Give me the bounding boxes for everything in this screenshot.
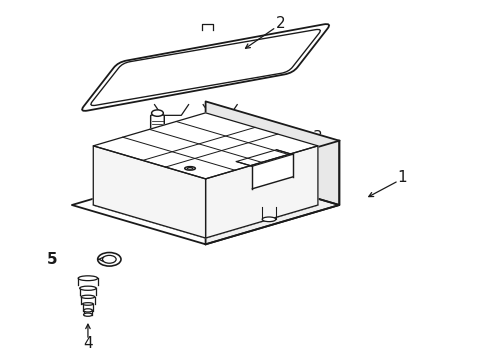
Polygon shape bbox=[236, 150, 292, 166]
Polygon shape bbox=[93, 113, 317, 179]
Ellipse shape bbox=[102, 255, 116, 263]
PathPatch shape bbox=[91, 30, 320, 105]
Polygon shape bbox=[205, 141, 339, 244]
Polygon shape bbox=[72, 166, 339, 244]
Ellipse shape bbox=[187, 167, 193, 169]
Ellipse shape bbox=[145, 141, 217, 163]
Ellipse shape bbox=[98, 252, 121, 266]
Ellipse shape bbox=[184, 167, 195, 170]
Ellipse shape bbox=[151, 110, 163, 116]
Text: 2: 2 bbox=[276, 16, 285, 31]
Ellipse shape bbox=[81, 295, 95, 298]
Polygon shape bbox=[93, 146, 205, 238]
Text: 3: 3 bbox=[312, 130, 322, 145]
Polygon shape bbox=[252, 154, 292, 189]
Ellipse shape bbox=[83, 313, 92, 316]
Text: 5: 5 bbox=[46, 252, 57, 267]
Ellipse shape bbox=[83, 309, 92, 312]
Ellipse shape bbox=[262, 217, 275, 222]
Ellipse shape bbox=[82, 303, 93, 305]
Text: 1: 1 bbox=[397, 170, 407, 185]
Polygon shape bbox=[205, 102, 339, 205]
FancyBboxPatch shape bbox=[150, 115, 164, 144]
Polygon shape bbox=[205, 146, 317, 238]
Text: 4: 4 bbox=[83, 336, 93, 351]
Ellipse shape bbox=[78, 276, 98, 281]
Ellipse shape bbox=[139, 138, 223, 166]
PathPatch shape bbox=[82, 24, 328, 111]
Ellipse shape bbox=[80, 286, 96, 290]
Ellipse shape bbox=[151, 157, 211, 167]
